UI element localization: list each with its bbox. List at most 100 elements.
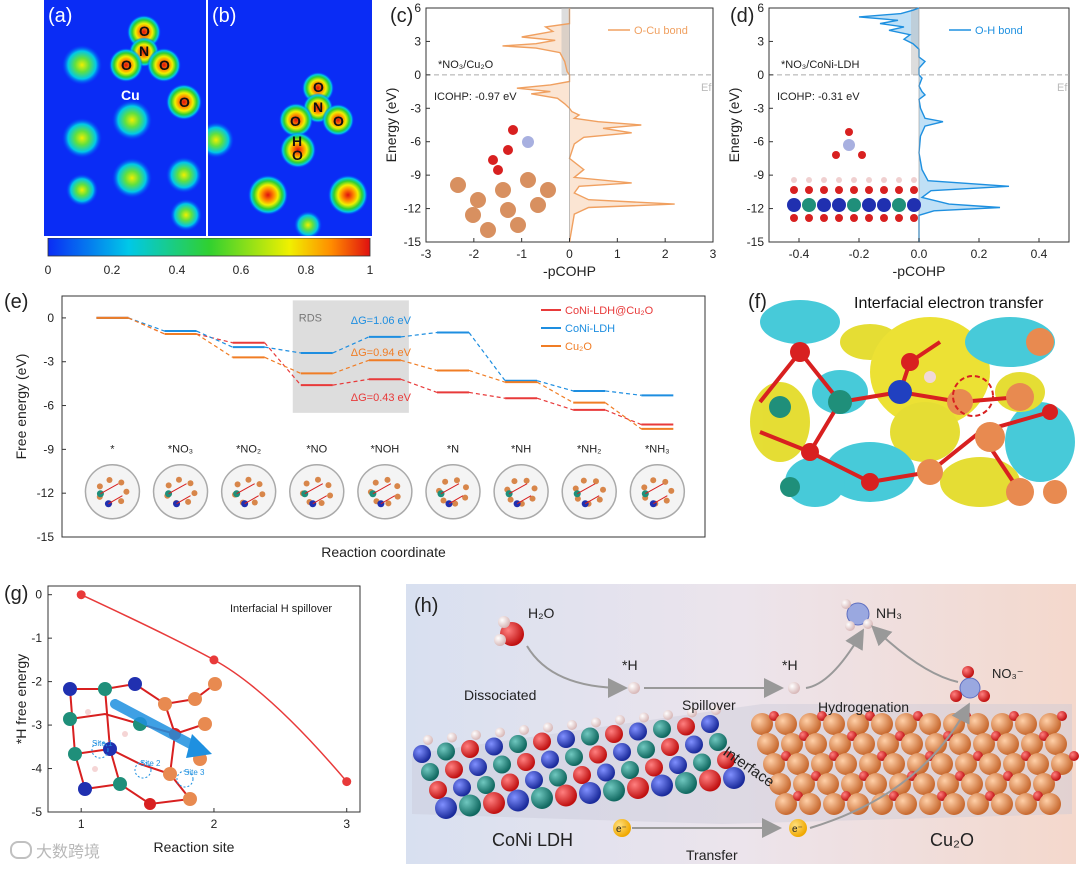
- ldh-atom: [699, 769, 721, 792]
- cu2o-atom: [1027, 753, 1049, 775]
- cu-atom: [662, 478, 669, 485]
- arrow-hydrogenation: [805, 628, 864, 689]
- cu2o-atom: [955, 753, 977, 775]
- ldh-atom: [802, 198, 816, 212]
- ldh-atom: [493, 755, 511, 774]
- y-tick-label: 6: [757, 1, 764, 15]
- cu2o-atom: [919, 793, 941, 815]
- cu2o-label: Cu₂O: [930, 830, 974, 850]
- legend-label: CoNi-LDH: [565, 323, 615, 335]
- surface-h-atom: [663, 710, 673, 720]
- cu-atom: [123, 488, 130, 495]
- cu-atom: [507, 496, 514, 503]
- h-atom: [911, 177, 917, 183]
- surface-h-atom: [519, 725, 529, 735]
- intermediate-structure: [357, 463, 413, 520]
- energy-connector: [264, 342, 302, 386]
- bond: [244, 495, 259, 505]
- cu2o-atom: [1015, 793, 1037, 815]
- ldh-atom: [565, 748, 583, 766]
- atom-label: O: [121, 57, 132, 73]
- cu2o-atom: [1009, 773, 1031, 795]
- arrow-no3-adsorb: [871, 625, 959, 683]
- bond: [176, 495, 191, 505]
- x-axis-label: -pCOHP: [893, 263, 946, 279]
- watermark-text: 大数跨境: [36, 842, 101, 861]
- colorbar-tick: 0.8: [298, 263, 315, 277]
- ldh-atom: [877, 198, 891, 212]
- electron: [613, 819, 631, 837]
- fermi-label: Ef: [1057, 82, 1068, 94]
- panel-b: (b) O N O O H O: [198, 0, 372, 239]
- cu2o-atom: [943, 793, 965, 815]
- x-tick-label: 3: [710, 247, 717, 261]
- cu2o-atom: [997, 733, 1019, 755]
- system-annotation: *NO₃/Cu₂O: [438, 59, 494, 71]
- energy-connector: [468, 391, 506, 399]
- ldh-atom: [453, 778, 471, 797]
- cu-atom: [520, 172, 536, 188]
- intermediate-structure: [289, 463, 345, 520]
- panel-label-d: (d): [730, 5, 754, 27]
- atom-label: O: [333, 113, 344, 129]
- arrow-electron-to-no3: [809, 702, 970, 829]
- pcohp-chart-d: (d) -15 -12 -9 -6 -3 0 3 6 -0.4 -0.2 0.0 0.2 0.4 -pCO…: [726, 1, 1070, 279]
- electron-transfer-image: (f) Interfacial electron transfer: [748, 286, 1078, 518]
- cu2o-atom: [775, 793, 797, 815]
- energy-connector: [264, 346, 301, 354]
- atom-label: N: [313, 99, 323, 115]
- intermediate-structure: [152, 463, 209, 520]
- ldh-atom: [581, 727, 599, 746]
- energy-connector: [400, 359, 438, 372]
- o-atom: [820, 214, 828, 222]
- colorbar-tick: 0.6: [233, 263, 250, 277]
- x-tick-label: 3: [343, 817, 350, 831]
- site-label: Site 1: [92, 739, 113, 748]
- atom-label: O: [159, 57, 170, 73]
- ldh-atom: [469, 758, 487, 776]
- h-atom: [821, 177, 827, 183]
- ldh-atom: [677, 717, 695, 736]
- bond: [584, 495, 600, 505]
- panel-label-b: (b): [212, 5, 236, 27]
- bond: [236, 483, 255, 495]
- atom-label: O: [292, 147, 303, 163]
- panel-label-a: (a): [48, 5, 72, 27]
- cu2o-atom: [925, 733, 947, 755]
- panel-c: (c) -15 -12 -9 -6 -3 0 3 6 -3 -2 -1 0 1 2 3 -pCOHP Energ…: [378, 0, 724, 282]
- cu-atom: [452, 500, 459, 507]
- ldh-atom: [421, 763, 439, 781]
- y-tick-label: -5: [31, 805, 42, 819]
- h-atom: [788, 682, 800, 694]
- cu-atom: [580, 477, 587, 484]
- ldh-atom: [701, 715, 719, 733]
- watermark-logo-icon: [10, 841, 32, 859]
- electron-label-2: e⁻: [792, 824, 803, 835]
- category-label: *NO₃: [168, 443, 193, 455]
- cu2o-atom: [805, 733, 827, 755]
- x-tick-label: 0.0: [911, 247, 928, 261]
- ldh-atom: [637, 740, 655, 759]
- energy-connector: [468, 369, 506, 383]
- cu-atom: [325, 482, 332, 489]
- energy-connector: [536, 397, 574, 411]
- panel-g-annotation: Interfacial H spillover: [230, 603, 332, 615]
- cu-atom: [384, 476, 391, 483]
- ldh-atom: [723, 767, 745, 789]
- cu-atom: [175, 476, 182, 483]
- ldh-atom: [509, 735, 527, 753]
- surface-h-atom: [615, 715, 625, 725]
- cu-atom: [465, 207, 481, 223]
- panel-a: (a) O N O O Cu O: [44, 0, 206, 236]
- cu-atom: [118, 479, 125, 486]
- o-atom: [845, 128, 853, 136]
- surface-h-atom: [711, 705, 721, 715]
- energy-connector: [400, 331, 438, 338]
- cu-atom: [185, 498, 192, 505]
- panel-e: (e) RDS ΔG=1.06 eV ΔG=0.94 eV ΔG=0.43 eV 0 -3…: [0, 282, 716, 567]
- colorbar-tick: 1: [367, 263, 374, 277]
- atom-label: H: [292, 133, 302, 149]
- o-atom: [503, 145, 513, 155]
- o-atom: [790, 214, 798, 222]
- y-tick-label: 3: [414, 34, 421, 48]
